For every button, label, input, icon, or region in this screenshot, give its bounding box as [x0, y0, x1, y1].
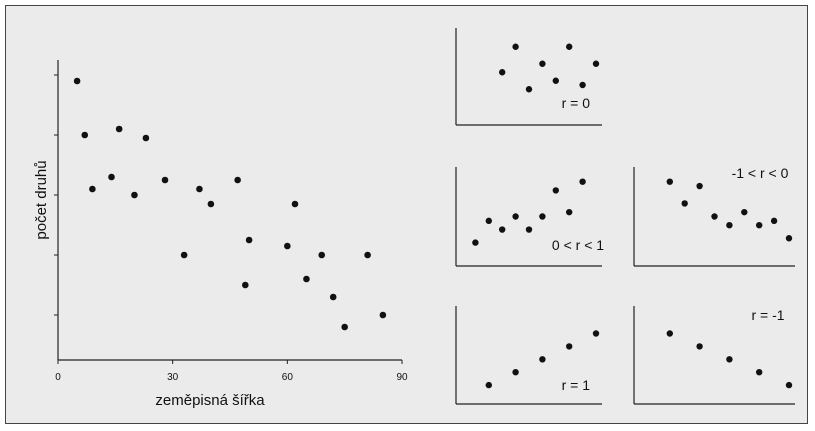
main-x-axis-label: zeměpisná šířka	[155, 392, 265, 409]
panel-annotation: r = 1	[562, 377, 591, 393]
main-x-tick-label: 30	[167, 372, 179, 383]
panel-data-point	[667, 330, 673, 336]
main-data-point	[81, 132, 88, 139]
panel-data-point	[726, 222, 732, 228]
main-data-point	[292, 201, 299, 208]
panel-data-point	[771, 218, 777, 224]
panel-data-point	[579, 179, 585, 185]
main-data-point	[89, 186, 96, 193]
correlation-panel: r = 0	[456, 28, 602, 125]
main-x-tick-label: 90	[396, 372, 408, 383]
main-data-point	[208, 201, 215, 208]
panel-data-point	[696, 343, 702, 349]
main-data-point	[246, 237, 253, 244]
main-data-point	[318, 252, 325, 259]
main-x-tick-label: 0	[55, 372, 61, 383]
panel-data-point	[512, 44, 518, 50]
panel-data-point	[711, 213, 717, 219]
main-data-point	[234, 177, 241, 184]
panel-data-point	[566, 343, 572, 349]
panel-annotation: r = -1	[751, 307, 784, 323]
panel-data-point	[786, 382, 792, 388]
panel-data-point	[553, 187, 559, 193]
panel-data-point	[786, 235, 792, 241]
panel-annotation: -1 < r < 0	[732, 165, 789, 181]
panel-data-point	[486, 218, 492, 224]
main-data-point	[242, 282, 249, 289]
panel-data-point	[682, 200, 688, 206]
panel-data-point	[526, 86, 532, 92]
panel-data-point	[756, 222, 762, 228]
main-data-point	[303, 276, 310, 283]
correlation-panel: r = 1	[456, 306, 602, 404]
panel-data-point	[667, 179, 673, 185]
main-data-point	[181, 252, 188, 259]
main-data-point	[284, 243, 291, 250]
correlation-panel: 0 < r < 1	[456, 167, 604, 266]
panel-data-point	[566, 209, 572, 215]
panel-data-point	[539, 61, 545, 67]
main-data-point	[364, 252, 371, 259]
panel-annotation: r = 0	[562, 95, 591, 111]
main-chart: 0 30 60 90 zeměpisná šířka počet druhů	[33, 60, 408, 409]
main-data-point	[74, 78, 81, 85]
panel-data-point	[579, 82, 585, 88]
main-data-point	[341, 324, 348, 331]
main-data-point	[380, 312, 387, 319]
main-data-point	[162, 177, 169, 184]
panel-data-point	[593, 330, 599, 336]
main-y-axis-label: počet druhů	[33, 160, 50, 239]
panel-data-point	[696, 183, 702, 189]
main-data-point	[108, 174, 115, 181]
panel-data-point	[512, 213, 518, 219]
main-data-point	[116, 126, 123, 133]
main-x-tick-label: 60	[282, 372, 294, 383]
panel-data-point	[539, 356, 545, 362]
panel-data-point	[526, 226, 532, 232]
main-data-point	[131, 192, 138, 199]
correlation-panel: -1 < r < 0	[634, 165, 795, 266]
panel-data-point	[593, 61, 599, 67]
panel-data-point	[486, 382, 492, 388]
panel-data-point	[553, 78, 559, 84]
panel-data-point	[539, 213, 545, 219]
panel-data-point	[472, 239, 478, 245]
panel-data-point	[512, 369, 518, 375]
panel-annotation: 0 < r < 1	[552, 237, 604, 253]
panel-data-point	[741, 209, 747, 215]
main-data-point	[196, 186, 203, 193]
panel-data-point	[566, 44, 572, 50]
panel-data-point	[499, 226, 505, 232]
correlation-panel: r = -1	[634, 306, 795, 404]
panel-data-point	[756, 369, 762, 375]
panel-data-point	[726, 356, 732, 362]
main-data-point	[330, 294, 337, 301]
panel-data-point	[499, 69, 505, 75]
main-data-point	[143, 135, 150, 142]
